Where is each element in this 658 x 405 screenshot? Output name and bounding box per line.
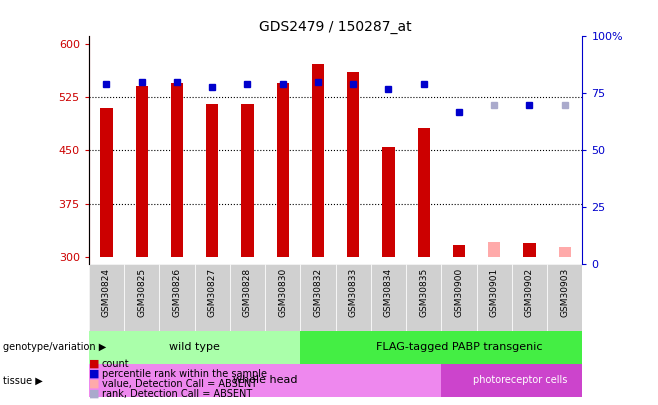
FancyBboxPatch shape [159, 264, 195, 331]
Title: GDS2479 / 150287_at: GDS2479 / 150287_at [259, 20, 412, 34]
FancyBboxPatch shape [406, 264, 442, 331]
Text: wild type: wild type [169, 342, 220, 352]
Text: FLAG-tagged PABP transgenic: FLAG-tagged PABP transgenic [376, 342, 542, 352]
Text: value, Detection Call = ABSENT: value, Detection Call = ABSENT [102, 379, 257, 389]
Text: GSM30901: GSM30901 [490, 268, 499, 317]
FancyBboxPatch shape [300, 264, 336, 331]
Text: GSM30903: GSM30903 [560, 268, 569, 317]
Bar [300, 331, 582, 364]
Text: whole head: whole head [233, 375, 297, 385]
FancyBboxPatch shape [89, 264, 124, 331]
Bar [382, 147, 395, 257]
FancyBboxPatch shape [547, 264, 582, 331]
Text: rank, Detection Call = ABSENT: rank, Detection Call = ABSENT [102, 389, 252, 399]
Text: ■: ■ [89, 358, 99, 369]
Text: GSM30825: GSM30825 [138, 268, 146, 317]
Bar [523, 243, 536, 257]
FancyBboxPatch shape [442, 264, 476, 331]
Bar [89, 364, 442, 397]
Text: GSM30827: GSM30827 [208, 268, 216, 317]
FancyBboxPatch shape [265, 264, 300, 331]
Text: GSM30832: GSM30832 [313, 268, 322, 317]
Bar [453, 245, 465, 257]
Text: GSM30824: GSM30824 [102, 268, 111, 317]
FancyBboxPatch shape [371, 264, 406, 331]
Bar [241, 104, 253, 257]
FancyBboxPatch shape [512, 264, 547, 331]
FancyBboxPatch shape [476, 264, 512, 331]
FancyBboxPatch shape [230, 264, 265, 331]
Text: ■: ■ [89, 379, 99, 389]
Text: count: count [102, 358, 130, 369]
Bar [89, 331, 300, 364]
FancyBboxPatch shape [195, 264, 230, 331]
Bar [136, 86, 148, 257]
Bar [171, 83, 183, 257]
FancyBboxPatch shape [336, 264, 371, 331]
Text: GSM30828: GSM30828 [243, 268, 252, 317]
Bar [100, 108, 113, 257]
Bar [442, 364, 582, 397]
Bar [276, 83, 289, 257]
Text: GSM30902: GSM30902 [525, 268, 534, 317]
Bar [347, 72, 359, 257]
Bar [312, 64, 324, 257]
Bar [206, 104, 218, 257]
Text: ■: ■ [89, 369, 99, 379]
Text: GSM30833: GSM30833 [349, 268, 358, 317]
Text: GSM30834: GSM30834 [384, 268, 393, 317]
Text: genotype/variation ▶: genotype/variation ▶ [3, 342, 107, 352]
Text: percentile rank within the sample: percentile rank within the sample [102, 369, 267, 379]
Text: tissue ▶: tissue ▶ [3, 375, 43, 385]
Text: GSM30826: GSM30826 [172, 268, 182, 317]
Text: photoreceptor cells: photoreceptor cells [474, 375, 568, 385]
Text: ■: ■ [89, 389, 99, 399]
Text: GSM30830: GSM30830 [278, 268, 287, 317]
Text: GSM30900: GSM30900 [455, 268, 463, 317]
Bar [488, 242, 500, 257]
Bar [559, 247, 571, 257]
Text: GSM30835: GSM30835 [419, 268, 428, 317]
FancyBboxPatch shape [124, 264, 159, 331]
Bar [418, 128, 430, 257]
